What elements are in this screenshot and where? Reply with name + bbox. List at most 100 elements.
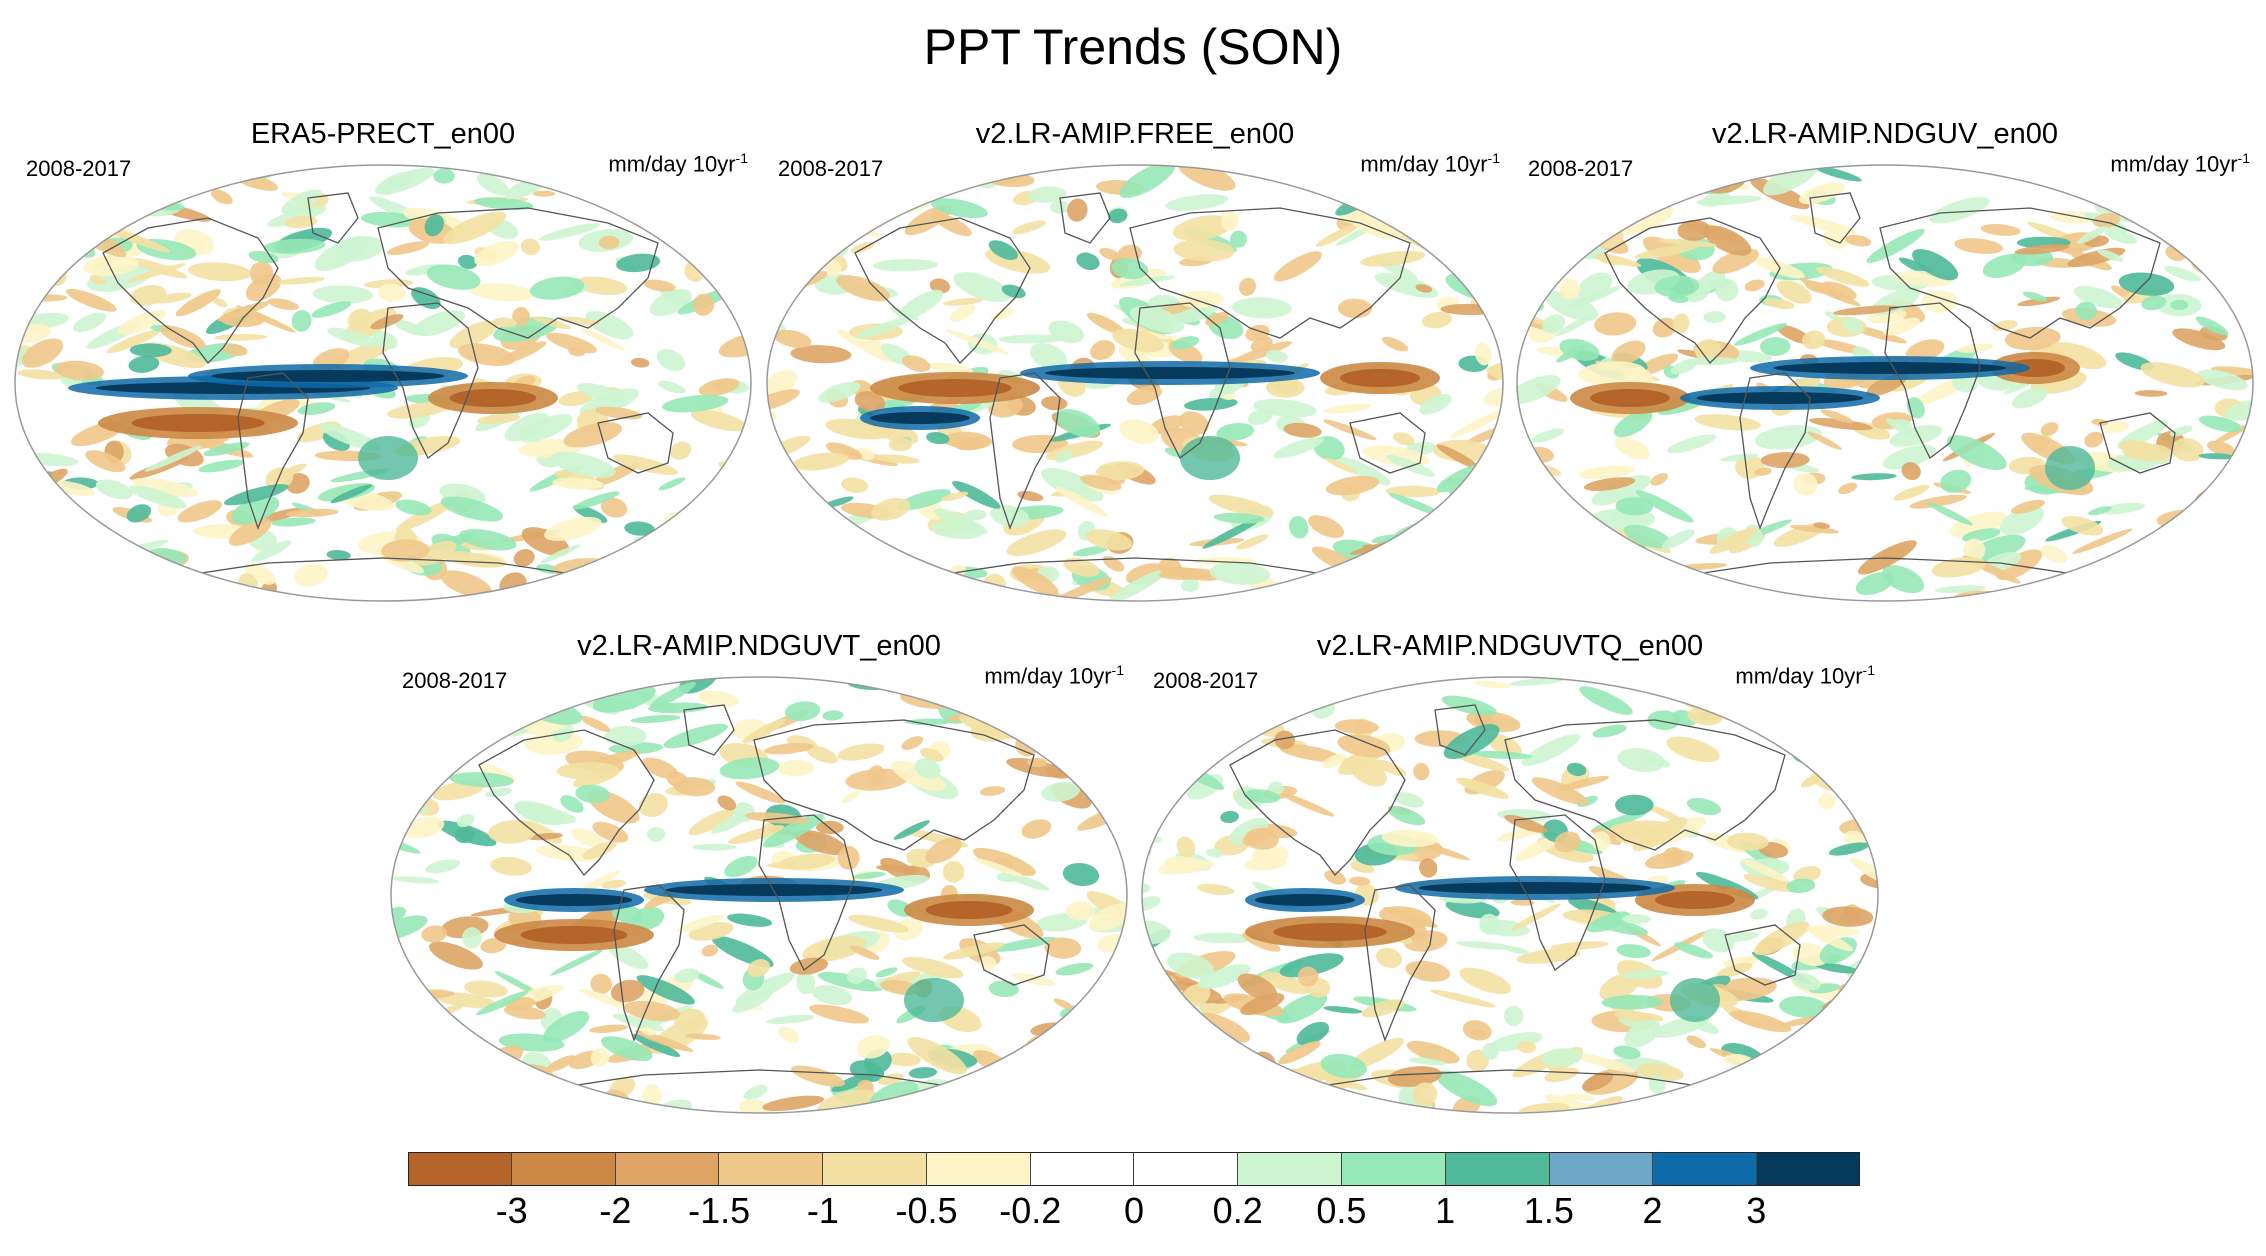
trend-patch <box>1940 469 1972 493</box>
trend-patch <box>1789 524 1840 534</box>
trend-patch <box>1385 485 1441 498</box>
trend-patch <box>2206 440 2235 456</box>
trend-patch <box>1472 513 1493 529</box>
panel-title: v2.LR-AMIP.NDGUV_en00 <box>1711 118 2058 150</box>
trend-patch <box>1594 312 1637 336</box>
trend-patch <box>1142 797 1169 815</box>
trend-patch <box>1566 762 1587 777</box>
trend-patch <box>2100 502 2145 515</box>
trend-patch <box>311 301 352 318</box>
trend-patch <box>1273 251 1322 282</box>
trend-patch <box>437 1098 498 1113</box>
trend-patch <box>739 1099 774 1113</box>
trend-patch <box>902 956 964 979</box>
trend-patch <box>610 979 645 1003</box>
trend-patch <box>1053 998 1074 1010</box>
trend-patch <box>720 496 751 516</box>
trend-patch <box>474 240 519 267</box>
trend-patch <box>1729 592 1755 601</box>
trend-patch <box>435 992 496 1008</box>
trend-patch <box>942 860 965 883</box>
trend-patch <box>1615 497 1654 516</box>
trend-patch <box>2072 528 2133 554</box>
coastline <box>102 217 279 364</box>
trend-patch <box>1840 780 1878 795</box>
colorbar-tick-label: 1.5 <box>1523 1190 1574 1231</box>
trend-patch <box>1776 280 1812 304</box>
trend-patch <box>636 975 695 1005</box>
trend-patch <box>464 980 508 998</box>
trend-patch <box>2161 581 2192 601</box>
trend-patch <box>1289 516 1309 539</box>
trend-patch <box>874 454 920 464</box>
coastline <box>1884 302 1981 459</box>
trend-patch <box>584 583 605 597</box>
wet-core <box>1696 392 1864 404</box>
dry-core <box>925 901 1013 919</box>
trend-patch <box>643 279 676 292</box>
trend-patch <box>767 581 811 594</box>
trend-patch <box>489 691 531 718</box>
trend-patch <box>1142 1008 1184 1031</box>
trend-patch <box>1102 556 1125 572</box>
trend-patch <box>778 853 835 870</box>
trend-patch <box>1098 1111 1125 1113</box>
panel-title: v2.LR-AMIP.NDGUVTQ_en00 <box>1316 630 1704 662</box>
trend-patch <box>942 942 1005 960</box>
panel-period: 2008-2017 <box>1528 156 1634 181</box>
trend-patch <box>1991 319 2018 332</box>
trend-patch <box>1845 234 1872 247</box>
trend-patch <box>632 1034 681 1057</box>
map-robinson <box>1141 676 1879 1114</box>
trend-patch <box>1556 344 1586 363</box>
trend-patch <box>1330 165 1378 185</box>
trend-patch <box>2117 589 2146 601</box>
trend-patch <box>1041 1052 1098 1079</box>
trend-patch <box>943 678 983 701</box>
trend-patch <box>144 445 202 472</box>
wet-patch <box>904 978 964 1022</box>
trend-patch <box>126 567 194 579</box>
trend-patch <box>2061 515 2104 536</box>
trend-patch <box>222 344 248 356</box>
trend-patch <box>1349 876 1371 886</box>
trend-patch <box>1799 742 1839 755</box>
trend-patch <box>1476 585 1503 601</box>
trend-patch <box>1220 211 1239 232</box>
trend-patch <box>1517 512 1543 529</box>
trend-patch <box>66 205 123 225</box>
coastline <box>919 557 1351 579</box>
trend-patch <box>598 1110 653 1113</box>
trend-patch <box>1754 467 1772 476</box>
trend-patch <box>49 586 91 601</box>
trend-patch <box>580 715 611 732</box>
trend-patch <box>1415 841 1470 861</box>
trend-patch <box>2040 545 2068 563</box>
trend-patch <box>1549 521 1578 533</box>
trend-patch <box>1266 377 1305 398</box>
trend-patch <box>685 1033 721 1040</box>
trend-patch <box>2011 499 2045 514</box>
coastline <box>1364 884 1436 1042</box>
trend-patch <box>151 190 181 200</box>
trend-patch <box>454 826 475 844</box>
trend-patch <box>612 1013 665 1032</box>
trend-patch <box>1230 230 1247 248</box>
trend-patch <box>824 260 842 277</box>
trend-patch <box>869 165 935 186</box>
trend-patch <box>55 506 76 529</box>
trend-patch <box>175 289 221 317</box>
trend-patch <box>1055 486 1108 517</box>
trend-patch <box>1466 1049 1489 1072</box>
trend-patch <box>223 484 289 506</box>
map-border <box>766 164 1504 602</box>
trend-patch <box>1848 756 1878 787</box>
trend-patch <box>623 1000 681 1022</box>
trend-patch <box>177 500 223 523</box>
trend-patch <box>1208 494 1274 517</box>
colorbar-tick-label: 2 <box>1642 1190 1663 1231</box>
trend-patch <box>1142 740 1161 758</box>
trend-patch <box>544 516 602 541</box>
trend-patch <box>1011 972 1056 986</box>
trend-patch <box>267 205 327 228</box>
